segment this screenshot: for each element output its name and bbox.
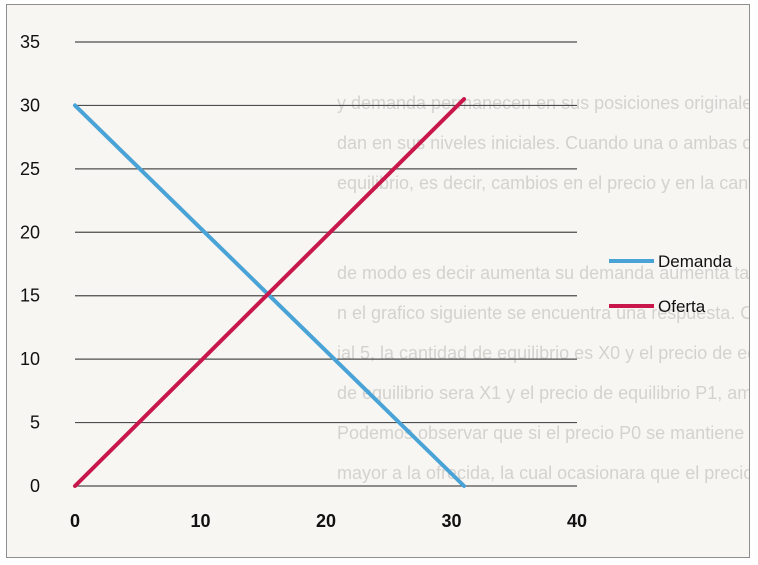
series-line-oferta [73,97,467,488]
x-tick-label: 20 [316,511,336,531]
chart-svg: 0 5 10 15 20 25 30 35 0 10 20 30 40 Demanda Oferta [20,32,732,531]
y-tick-label: 5 [30,413,40,433]
chart-frame: lo y demanda permanecen en sus posicione… [6,4,750,558]
y-tick-label: 25 [20,159,40,179]
legend-label-oferta: Oferta [658,297,706,316]
legend: Demanda Oferta [609,252,732,316]
series-line-demanda [73,103,467,488]
x-tick-label: 40 [567,511,587,531]
x-tick-label: 10 [190,511,210,531]
series-lines [73,97,467,488]
x-axis-ticks: 0 10 20 30 40 [70,511,587,531]
y-tick-label: 30 [20,95,40,115]
x-tick-label: 30 [441,511,461,531]
y-tick-label: 20 [20,222,40,242]
legend-label-demanda: Demanda [658,252,732,271]
y-tick-label: 15 [20,286,40,306]
gridlines [75,41,577,487]
x-tick-label: 0 [70,511,80,531]
y-tick-label: 0 [30,476,40,496]
y-axis-ticks: 0 5 10 15 20 25 30 35 [20,32,40,496]
y-tick-label: 10 [20,349,40,369]
y-tick-label: 35 [20,32,40,52]
